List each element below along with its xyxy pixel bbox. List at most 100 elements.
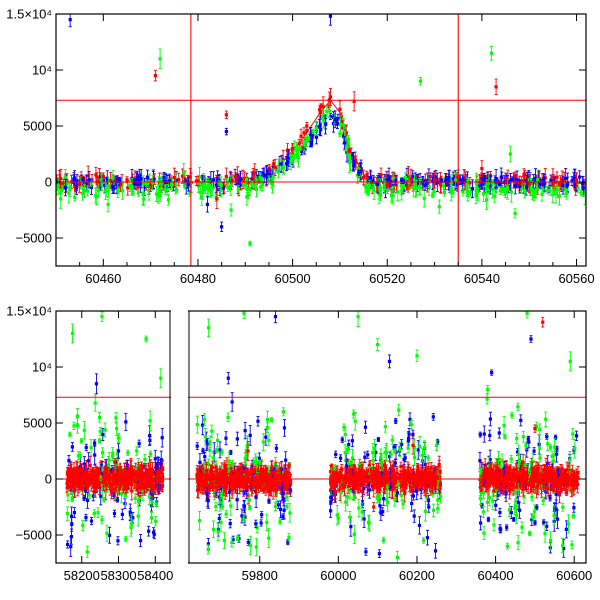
top-point bbox=[414, 179, 418, 198]
top-point-cloud-marker bbox=[309, 133, 313, 137]
top-point-cloud-marker bbox=[468, 190, 472, 194]
top-point-cloud-marker bbox=[582, 186, 586, 190]
bottom-point-cloud-marker bbox=[113, 491, 117, 496]
top-point-marker bbox=[385, 183, 389, 187]
top-point-cloud-marker bbox=[442, 190, 446, 195]
top-point-cloud-marker bbox=[267, 178, 271, 182]
top-point-cloud-marker bbox=[136, 178, 141, 182]
top-point-cloud-marker bbox=[194, 179, 198, 183]
top-point-marker bbox=[153, 74, 157, 78]
top-point-cloud bbox=[466, 189, 470, 202]
top-point-marker bbox=[480, 166, 484, 171]
top-point-cloud bbox=[219, 176, 223, 195]
top-point bbox=[229, 203, 233, 217]
top-point bbox=[215, 188, 219, 209]
top-point-cloud-marker bbox=[335, 119, 339, 123]
top-point-cloud-marker bbox=[254, 187, 259, 192]
top-point-cloud bbox=[281, 159, 286, 175]
top-point-cloud bbox=[73, 193, 77, 202]
top-point-cloud-marker bbox=[90, 178, 94, 182]
top-point bbox=[541, 173, 546, 187]
top-point-cloud-marker bbox=[475, 187, 480, 191]
top-point-cloud-marker bbox=[451, 190, 455, 194]
top-x-tick-label: 60500 bbox=[275, 271, 311, 286]
top-point-cloud-marker bbox=[319, 128, 323, 132]
top-point-cloud-marker bbox=[536, 177, 540, 182]
top-point-cloud-marker bbox=[367, 185, 371, 189]
top-point-cloud-marker bbox=[318, 124, 322, 128]
top-point-marker bbox=[366, 191, 370, 195]
top-point-cloud bbox=[80, 186, 85, 201]
top-point-cloud-marker bbox=[358, 173, 362, 177]
top-point-cloud-marker bbox=[335, 122, 340, 126]
top-point bbox=[494, 169, 498, 189]
top-point-cloud-marker bbox=[519, 187, 524, 191]
top-point-cloud-marker bbox=[368, 183, 372, 187]
top-point-marker bbox=[106, 202, 110, 206]
top-point-cloud-marker bbox=[323, 116, 327, 120]
top-point-cloud bbox=[75, 180, 79, 195]
top-point-marker bbox=[503, 177, 508, 181]
top-point-cloud-marker bbox=[406, 187, 410, 191]
top-point-cloud-marker bbox=[377, 189, 381, 194]
top-point-cloud-marker bbox=[371, 186, 375, 190]
top-point-cloud bbox=[583, 184, 586, 205]
top-point-marker bbox=[238, 177, 243, 181]
top-point-cloud-marker bbox=[261, 171, 265, 175]
top-point-marker bbox=[59, 197, 63, 201]
top-point-marker bbox=[409, 177, 413, 181]
top-point-marker bbox=[276, 166, 281, 171]
top-point-marker bbox=[333, 117, 337, 121]
top-point-cloud-marker bbox=[292, 148, 296, 152]
top-point-cloud-marker bbox=[156, 192, 160, 196]
top-point-cloud-marker bbox=[304, 140, 309, 144]
bottom-point-cloud-marker bbox=[74, 467, 78, 472]
top-point-cloud bbox=[454, 172, 458, 189]
top-point-cloud-marker bbox=[344, 133, 348, 137]
top-point-cloud bbox=[378, 187, 383, 202]
top-point-cloud-marker bbox=[227, 186, 232, 190]
top-point-cloud-marker bbox=[224, 174, 228, 179]
top-point-cloud-marker bbox=[348, 159, 353, 163]
top-point bbox=[196, 175, 200, 187]
top-point-cloud bbox=[487, 173, 491, 194]
top-point-marker bbox=[139, 177, 143, 181]
top-axis-frame bbox=[55, 13, 587, 267]
top-point-cloud-marker bbox=[434, 175, 438, 180]
top-point-marker bbox=[215, 197, 219, 201]
top-point-cloud-marker bbox=[465, 190, 469, 194]
top-point-cloud bbox=[505, 184, 510, 190]
top-point-cloud-marker bbox=[491, 181, 495, 185]
top-point-marker bbox=[357, 171, 361, 175]
top-point-cloud-marker bbox=[484, 184, 488, 188]
top-point-cloud-marker bbox=[497, 182, 502, 186]
top-point bbox=[68, 14, 72, 28]
top-point bbox=[376, 174, 380, 194]
top-point bbox=[338, 130, 342, 138]
top-point-cloud-marker bbox=[547, 185, 551, 189]
top-point-cloud-marker bbox=[419, 186, 423, 190]
top-point-cloud-marker bbox=[56, 177, 59, 181]
top-point-cloud bbox=[549, 174, 553, 186]
bottom-point-cloud-marker bbox=[156, 489, 160, 493]
top-point-cloud-marker bbox=[346, 137, 351, 141]
top-point-cloud-marker bbox=[468, 181, 472, 185]
top-point-cloud-marker bbox=[505, 185, 510, 189]
top-point-marker bbox=[291, 146, 295, 150]
top-point-cloud-marker bbox=[72, 176, 77, 180]
top-point-cloud bbox=[482, 185, 486, 202]
top-point-cloud-marker bbox=[197, 175, 202, 179]
top-point-cloud-marker bbox=[100, 181, 104, 185]
top-point-cloud-marker bbox=[474, 194, 478, 198]
top-point-cloud-marker bbox=[341, 123, 346, 127]
top-point-cloud-marker bbox=[205, 186, 209, 191]
top-point-cloud bbox=[166, 194, 170, 206]
top-point bbox=[314, 121, 318, 136]
top-point-cloud-marker bbox=[82, 184, 86, 188]
top-point-cloud-marker bbox=[485, 187, 489, 192]
top-point-cloud-marker bbox=[394, 178, 398, 182]
top-point-cloud-marker bbox=[287, 156, 291, 160]
top-point-marker bbox=[565, 183, 569, 187]
top-point bbox=[470, 179, 475, 199]
top-point-marker bbox=[508, 152, 512, 156]
